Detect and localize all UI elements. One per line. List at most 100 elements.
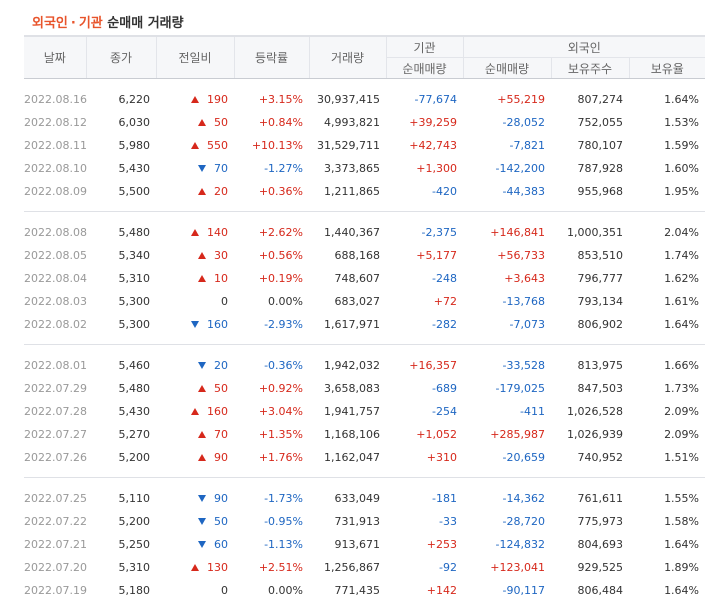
cell-inst-net: +42,743 bbox=[409, 139, 457, 152]
cell-volume: 31,529,711 bbox=[317, 139, 380, 152]
cell-foreign-net: +146,841 bbox=[490, 226, 545, 239]
arrow-up-icon bbox=[191, 142, 199, 149]
cell-ratio: 1.74% bbox=[664, 249, 700, 262]
arrow-up-icon bbox=[191, 564, 199, 571]
cell-rate: +3.15% bbox=[258, 93, 303, 106]
cell-date: 2022.07.20 bbox=[24, 561, 87, 574]
table-row: 2022.07.26 5,200 90 +1.76% 1,162,047 +310 -20,… bbox=[24, 446, 705, 469]
cell-close: 5,980 bbox=[118, 139, 151, 152]
cell-holdings: 752,055 bbox=[577, 116, 624, 129]
cell-ratio: 1.62% bbox=[664, 272, 700, 285]
header-foreign-net: 순매매량 bbox=[462, 57, 551, 79]
cell-change: 50 bbox=[156, 111, 234, 134]
cell-rate: 0.00% bbox=[268, 295, 303, 308]
cell-close: 5,270 bbox=[118, 428, 151, 441]
cell-date: 2022.07.29 bbox=[24, 382, 87, 395]
cell-holdings: 806,484 bbox=[577, 584, 624, 597]
arrow-up-icon bbox=[198, 252, 206, 259]
cell-change: 550 bbox=[156, 134, 234, 157]
arrow-up-icon bbox=[191, 229, 199, 236]
cell-volume: 913,671 bbox=[334, 538, 381, 551]
cell-inst-net: +142 bbox=[426, 584, 457, 597]
header-date: 날짜 bbox=[24, 35, 86, 79]
cell-rate: -1.27% bbox=[264, 162, 303, 175]
cell-date: 2022.07.21 bbox=[24, 538, 87, 551]
change-value: 0 bbox=[221, 584, 228, 597]
cell-rate: +0.84% bbox=[258, 116, 303, 129]
title-separator: · bbox=[70, 16, 76, 31]
cell-holdings: 761,611 bbox=[577, 492, 624, 505]
cell-volume: 3,658,083 bbox=[324, 382, 380, 395]
header-change: 전일비 bbox=[155, 35, 234, 79]
cell-date: 2022.08.12 bbox=[24, 116, 87, 129]
change-value: 0 bbox=[221, 295, 228, 308]
cell-change: 0 bbox=[156, 290, 234, 313]
cell-close: 5,250 bbox=[118, 538, 151, 551]
table-body: 2022.08.16 6,220 190 +3.15% 30,937,415 -77,67… bbox=[24, 79, 706, 603]
cell-ratio: 1.64% bbox=[664, 318, 700, 331]
title-institution: 기관 bbox=[78, 16, 103, 31]
cell-inst-net: -689 bbox=[432, 382, 457, 395]
cell-holdings: 804,693 bbox=[577, 538, 624, 551]
cell-foreign-net: -124,832 bbox=[495, 538, 545, 551]
change-value: 550 bbox=[207, 139, 228, 152]
cell-inst-net: -181 bbox=[432, 492, 457, 505]
change-value: 130 bbox=[207, 561, 228, 574]
cell-close: 5,300 bbox=[118, 295, 151, 308]
cell-date: 2022.08.03 bbox=[24, 295, 87, 308]
cell-inst-net: -77,674 bbox=[414, 93, 457, 106]
arrow-up-icon bbox=[191, 96, 199, 103]
table-row: 2022.07.20 5,310 130 +2.51% 1,256,867 -92 +123… bbox=[24, 556, 705, 579]
cell-date: 2022.08.01 bbox=[24, 359, 87, 372]
cell-ratio: 1.73% bbox=[664, 382, 700, 395]
cell-ratio: 1.51% bbox=[664, 451, 700, 464]
table-row: 2022.08.10 5,430 70 -1.27% 3,373,865 +1,300 -1… bbox=[24, 157, 705, 180]
cell-inst-net: -2,375 bbox=[421, 226, 457, 239]
cell-ratio: 1.89% bbox=[664, 561, 700, 574]
cell-date: 2022.07.25 bbox=[24, 492, 87, 505]
cell-volume: 633,049 bbox=[334, 492, 381, 505]
cell-rate: +0.56% bbox=[258, 249, 303, 262]
table-row: 2022.08.05 5,340 30 +0.56% 688,168 +5,177 +56,… bbox=[24, 244, 705, 267]
cell-foreign-net: +56,733 bbox=[497, 249, 545, 262]
cell-inst-net: -282 bbox=[432, 318, 457, 331]
cell-date: 2022.08.04 bbox=[24, 272, 87, 285]
cell-volume: 1,162,047 bbox=[324, 451, 380, 464]
cell-inst-net: +16,357 bbox=[409, 359, 457, 372]
table-row: 2022.08.08 5,480 140 +2.62% 1,440,367 -2,375 +… bbox=[24, 221, 705, 244]
header-rate: 등락률 bbox=[233, 35, 309, 79]
table-row: 2022.08.09 5,500 20 +0.36% 1,211,865 -420 -44,… bbox=[24, 180, 705, 203]
section-title: 외국인 · 기관 순매매 거래량 bbox=[32, 12, 184, 31]
cell-volume: 3,373,865 bbox=[324, 162, 380, 175]
cell-close: 5,180 bbox=[118, 584, 151, 597]
cell-change: 20 bbox=[156, 180, 234, 203]
cell-change: 70 bbox=[156, 157, 234, 180]
header-inst-net: 순매매량 bbox=[385, 57, 463, 79]
cell-change: 50 bbox=[156, 377, 234, 400]
cell-change: 60 bbox=[156, 533, 234, 556]
cell-volume: 1,941,757 bbox=[324, 405, 380, 418]
arrow-up-icon bbox=[198, 188, 206, 195]
cell-date: 2022.07.28 bbox=[24, 405, 87, 418]
cell-rate: -0.95% bbox=[264, 515, 303, 528]
cell-foreign-net: +55,219 bbox=[497, 93, 545, 106]
cell-close: 5,340 bbox=[118, 249, 151, 262]
cell-close: 5,310 bbox=[118, 272, 151, 285]
cell-close: 5,200 bbox=[118, 451, 151, 464]
cell-ratio: 1.60% bbox=[664, 162, 700, 175]
cell-inst-net: -33 bbox=[439, 515, 457, 528]
group-divider bbox=[24, 469, 706, 478]
change-value: 50 bbox=[214, 515, 228, 528]
cell-holdings: 813,975 bbox=[577, 359, 624, 372]
table-row: 2022.08.12 6,030 50 +0.84% 4,993,821 +39,259 -… bbox=[24, 111, 705, 134]
cell-rate: +0.92% bbox=[258, 382, 303, 395]
cell-close: 5,200 bbox=[118, 515, 151, 528]
arrow-down-icon bbox=[198, 541, 206, 548]
cell-foreign-net: -7,821 bbox=[509, 139, 545, 152]
header-institution: 기관 bbox=[385, 35, 463, 58]
cell-rate: +0.19% bbox=[258, 272, 303, 285]
table-row: 2022.08.11 5,980 550 +10.13% 31,529,711 +42,7… bbox=[24, 134, 705, 157]
arrow-up-icon bbox=[198, 119, 206, 126]
cell-foreign-net: -90,117 bbox=[502, 584, 545, 597]
cell-close: 6,030 bbox=[118, 116, 151, 129]
